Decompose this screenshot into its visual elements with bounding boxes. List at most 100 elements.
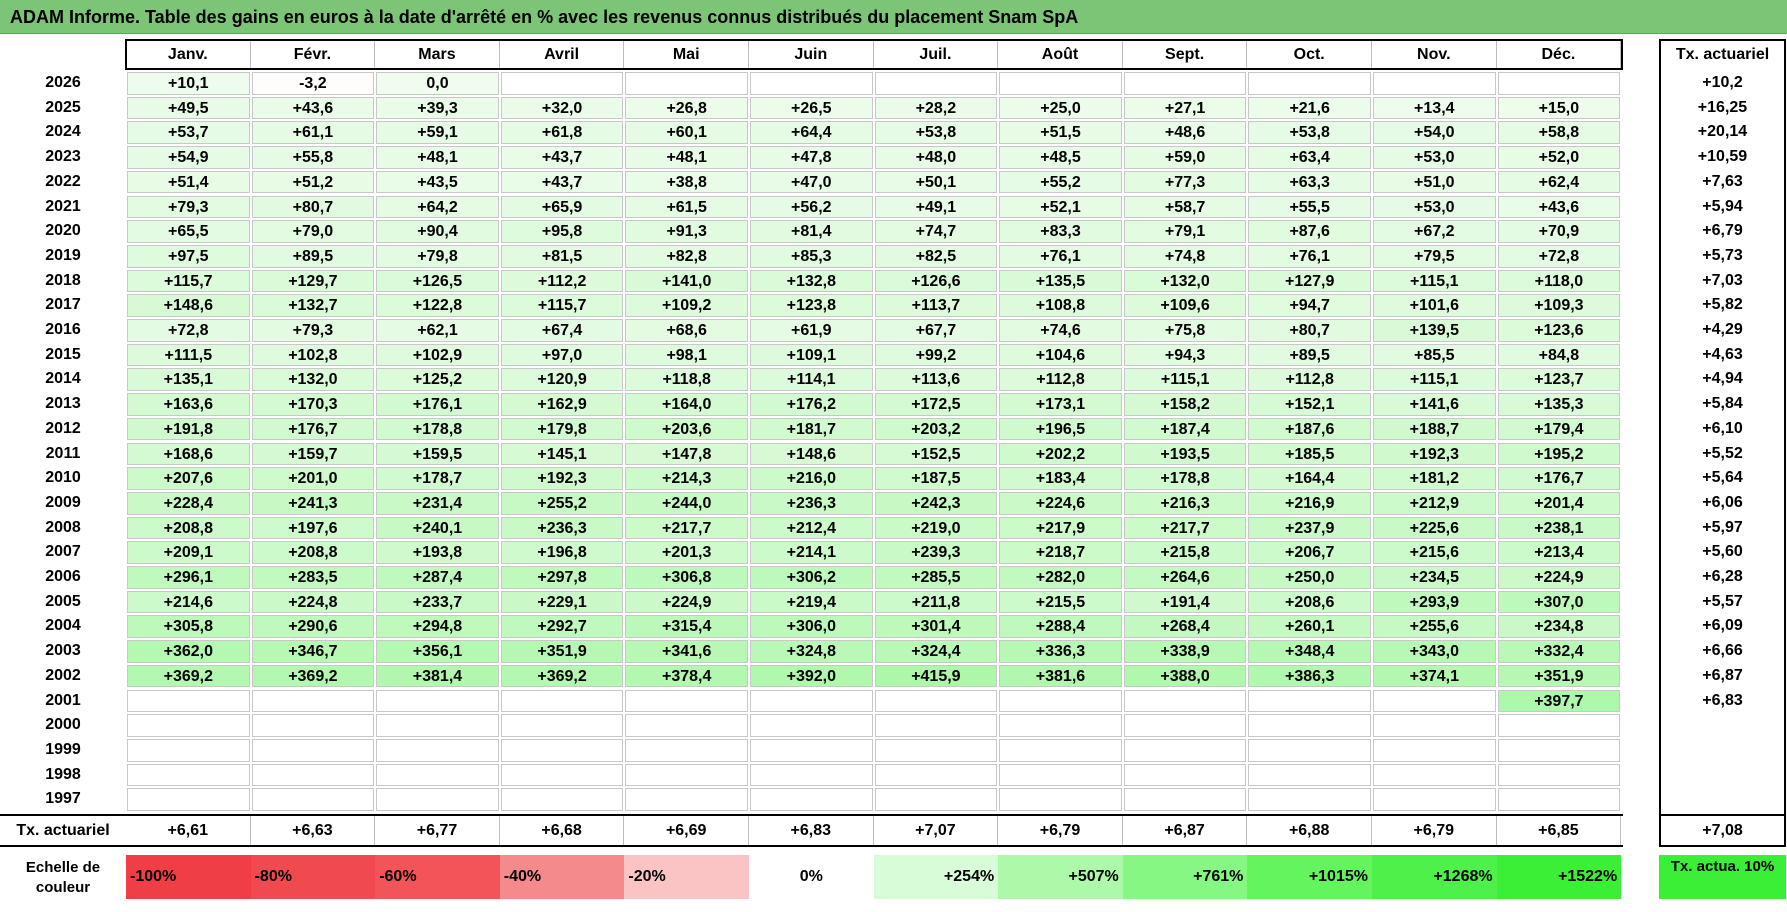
rate-cell: +6,79 xyxy=(1702,222,1743,240)
table-cell: +306,0 xyxy=(750,615,873,639)
table-cell xyxy=(251,738,375,762)
rate-cell: +4,29 xyxy=(1702,321,1743,338)
table-cell: +193,5 xyxy=(1123,442,1247,466)
rate-cell: +5,97 xyxy=(1702,518,1743,536)
rate-cell: +4,94 xyxy=(1702,370,1743,388)
table-cell: +206,7 xyxy=(1248,541,1371,564)
table-cell: +97,5 xyxy=(127,244,250,268)
table-cell: +141,0 xyxy=(625,269,748,293)
rate-cell: +6,09 xyxy=(1702,617,1743,635)
table-cell: +82,8 xyxy=(625,244,748,268)
year-label: 2007 xyxy=(45,543,81,561)
table-cell xyxy=(1248,788,1371,811)
table-cell: +218,7 xyxy=(999,541,1122,564)
table-cell: +162,9 xyxy=(500,393,624,416)
color-scale-step: +507% xyxy=(998,855,1123,899)
table-cell: +294,8 xyxy=(376,615,499,639)
table-cell xyxy=(625,72,748,95)
rate-cell xyxy=(1661,738,1784,763)
table-cell: +126,5 xyxy=(376,269,499,293)
table-cell: +240,1 xyxy=(376,516,499,540)
year-label: 2014 xyxy=(45,370,81,388)
table-cell: +224,8 xyxy=(251,590,375,614)
table-cell: +123,8 xyxy=(750,294,873,317)
table-cell: +288,4 xyxy=(999,615,1122,639)
rate-footer-top-border xyxy=(1659,814,1786,816)
rate-cell: +5,57 xyxy=(1702,592,1743,610)
table-cell: +77,3 xyxy=(1123,170,1247,194)
table-cell xyxy=(500,788,624,811)
rate-header: Tx. actuariel xyxy=(1675,46,1770,63)
table-cell xyxy=(1373,689,1496,713)
table-cell: +94,7 xyxy=(1248,294,1371,317)
year-label: 2000 xyxy=(45,716,81,734)
table-cell xyxy=(874,72,998,95)
table-cell: +132,0 xyxy=(251,368,375,392)
table-cell xyxy=(376,689,499,713)
table-cell: +84,8 xyxy=(1497,343,1621,367)
table-cell: +53,0 xyxy=(1373,146,1496,169)
table-cell xyxy=(750,763,873,787)
table-cell: +27,1 xyxy=(1123,96,1247,120)
footer-bottom-border xyxy=(0,845,1624,847)
table-cell: +79,0 xyxy=(251,220,375,243)
table-cell: +54,0 xyxy=(1373,121,1496,145)
year-label: 2023 xyxy=(45,148,81,166)
table-cell: +196,8 xyxy=(500,541,624,564)
year-label: 2009 xyxy=(45,493,81,511)
table-cell xyxy=(251,689,375,713)
table-cell: +192,3 xyxy=(1373,442,1496,466)
footer-cell: +6,87 xyxy=(1123,816,1248,845)
table-cell xyxy=(750,689,873,713)
year-label: 2006 xyxy=(45,568,81,585)
year-label: 2019 xyxy=(45,246,81,264)
table-cell: +228,4 xyxy=(127,491,250,515)
table-cell: +187,4 xyxy=(1123,417,1247,441)
table-cell: +58,8 xyxy=(1497,121,1621,145)
table-cell: +43,7 xyxy=(500,146,624,169)
table-cell: +216,0 xyxy=(750,467,873,490)
month-header: Août xyxy=(998,41,1123,69)
table-cell: +48,5 xyxy=(999,146,1122,169)
table-cell: +104,6 xyxy=(999,343,1122,367)
table-cell xyxy=(127,689,250,713)
table-cell xyxy=(127,714,250,737)
table-cell: +115,1 xyxy=(1373,269,1496,293)
table-cell: +127,9 xyxy=(1248,269,1371,293)
table-cell: +63,4 xyxy=(1248,146,1371,169)
table-cell xyxy=(1123,788,1247,811)
table-cell xyxy=(251,763,375,787)
table-cell: +338,9 xyxy=(1123,640,1247,663)
rate-cell: +6,83 xyxy=(1702,691,1743,709)
table-cell: +99,2 xyxy=(874,343,998,367)
footer-cell: +6,77 xyxy=(375,816,500,845)
table-cell: +306,8 xyxy=(625,566,748,589)
table-cell xyxy=(1373,72,1496,95)
table-cell: +176,1 xyxy=(376,393,499,416)
color-scale-step: -20% xyxy=(624,855,749,899)
color-scale-step: +1522% xyxy=(1496,855,1622,899)
table-cell: +145,1 xyxy=(500,442,624,466)
rate-cell: +5,60 xyxy=(1702,543,1743,561)
table-cell: +85,3 xyxy=(750,244,873,268)
year-label: 1998 xyxy=(45,765,81,783)
table-cell: +48,1 xyxy=(625,146,748,169)
table-cell: +48,6 xyxy=(1123,121,1247,145)
table-cell: +176,7 xyxy=(251,417,375,441)
table-cell xyxy=(1123,714,1247,737)
table-cell: +369,2 xyxy=(500,664,624,688)
table-cell xyxy=(376,738,499,762)
rate-cell: +6,06 xyxy=(1702,493,1743,511)
table-cell: +315,4 xyxy=(625,615,748,639)
table-cell: +296,1 xyxy=(127,566,250,589)
table-cell: +201,0 xyxy=(251,467,375,490)
month-header: Déc. xyxy=(1497,41,1622,69)
table-cell: +129,7 xyxy=(251,269,375,293)
table-cell xyxy=(376,788,499,811)
table-cell: +83,3 xyxy=(999,220,1122,243)
table-cell: +48,0 xyxy=(874,146,998,169)
table-cell: +68,6 xyxy=(625,319,748,342)
color-scale-step: +1015% xyxy=(1247,855,1372,899)
table-cell xyxy=(999,714,1122,737)
color-scale-step: 0% xyxy=(749,855,874,899)
